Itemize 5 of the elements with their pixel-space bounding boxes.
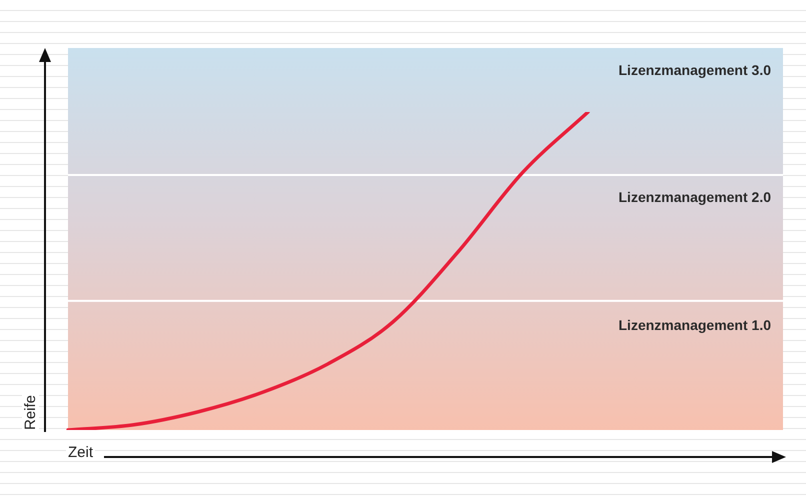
text: Lizenzmanagement 3.0 (618, 62, 771, 78)
y-axis-title: Reife (22, 392, 39, 432)
x-axis-title: Zeit (66, 444, 96, 461)
annotation: Lizenzmanagement 2.0 (618, 189, 771, 206)
annotation: Lizenzmanagement 1.0 (618, 316, 771, 333)
